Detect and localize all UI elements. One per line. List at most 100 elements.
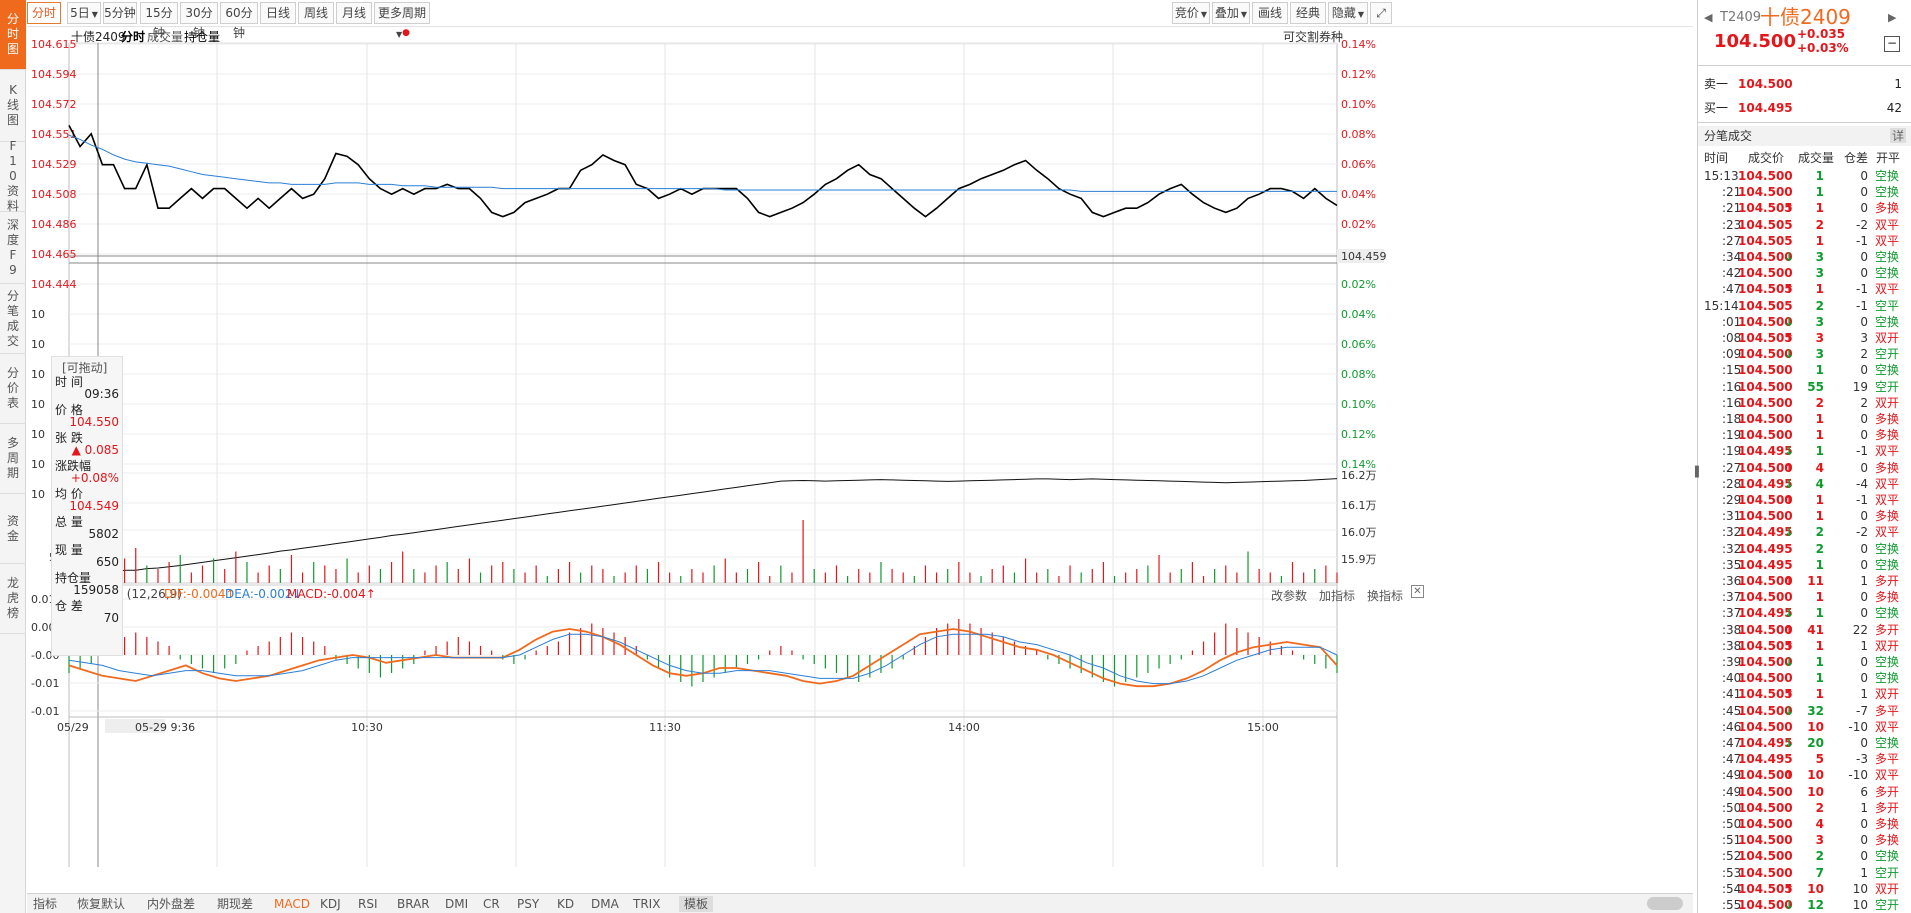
indicator-tab-label[interactable]: 指标	[33, 897, 58, 911]
pct-tick: 0.02%	[1341, 278, 1376, 291]
tick-price: 104.500	[1738, 784, 1793, 799]
tick-price: 104.500	[1738, 898, 1793, 912]
macd-add-indicator[interactable]: 加指标	[1319, 589, 1356, 603]
period-button-60min[interactable]: 60分钟	[220, 2, 258, 40]
quote-change: +0.035	[1797, 27, 1846, 41]
tick-row: :42 104.500 3 0 空换	[1698, 265, 1911, 281]
tick-volume: 2	[1815, 800, 1824, 815]
prev-symbol-icon[interactable]: ◀	[1704, 11, 1713, 24]
period-button-5min[interactable]: 5分钟	[103, 2, 137, 24]
indicator-tab-rsi[interactable]: RSI	[358, 897, 378, 911]
macd-change-params[interactable]: 改参数	[1271, 589, 1308, 603]
period-button-15min[interactable]: 15分钟	[140, 2, 178, 40]
period-button-intraday[interactable]: 分时	[27, 2, 61, 24]
left-nav-item-0[interactable]: 分时图	[0, 0, 26, 70]
price-tick: 104.551	[31, 128, 77, 141]
tick-row: :39 104.500 ↓ 1 0 空换	[1698, 654, 1911, 670]
toggle-switch[interactable]	[1647, 897, 1683, 910]
tick-time: :15	[1722, 363, 1742, 378]
left-nav-item-8[interactable]: 龙虎榜	[0, 564, 26, 634]
tick-type: 双开	[1875, 638, 1900, 653]
tick-row: :18 104.500 1 0 多换	[1698, 411, 1911, 427]
tick-price: 104.500	[1738, 768, 1793, 783]
tick-oi-diff: 0	[1860, 266, 1868, 281]
tick-time: :27	[1722, 460, 1742, 475]
tick-type: 空换	[1875, 541, 1900, 556]
left-nav-item-5[interactable]: 分价表	[0, 354, 26, 424]
indicator-tab-brar[interactable]: BRAR	[397, 897, 430, 911]
tick-type: 空换	[1875, 314, 1900, 329]
tick-volume: 1	[1815, 509, 1824, 524]
tick-row: :32 104.495 2 0 空换	[1698, 541, 1911, 557]
tick-time: :37	[1722, 590, 1742, 605]
tick-up-icon: ↑	[1784, 460, 1795, 475]
tab-intraday[interactable]: 分时	[121, 30, 146, 44]
period-button-week[interactable]: 周线	[298, 2, 334, 24]
tab-volume[interactable]: 成交量	[147, 30, 184, 44]
panel-toggle-icon[interactable]: ▐	[1691, 467, 1699, 478]
tick-time: :38	[1722, 622, 1742, 637]
expand-icon[interactable]: ⤢	[1370, 2, 1392, 24]
tick-down-icon: ↓	[1784, 655, 1795, 669]
price-tick: 104.615	[31, 38, 77, 51]
deliverable-bonds-link[interactable]: 可交割券种	[1283, 30, 1344, 44]
tab-open-interest[interactable]: 持仓量	[184, 30, 221, 44]
next-symbol-icon[interactable]: ▶	[1888, 11, 1897, 24]
indicator-tab-kd[interactable]: KD	[557, 897, 575, 911]
left-nav-item-3[interactable]: 深度F9	[0, 212, 26, 284]
left-nav-item-1[interactable]: K线图	[0, 70, 26, 142]
period-button-day[interactable]: 日线	[260, 2, 296, 24]
indicator-tab-template[interactable]: 模板	[679, 896, 714, 912]
classic-button[interactable]: 经典	[1290, 2, 1326, 24]
period-button-5day[interactable]: 5日 ▼	[67, 2, 101, 24]
macd-close-icon[interactable]: ✕	[1411, 585, 1424, 598]
left-nav-item-6[interactable]: 多周期	[0, 424, 26, 494]
tick-down-icon: ↓	[1784, 898, 1795, 912]
hide-button[interactable]: 隐藏 ▼	[1328, 2, 1368, 24]
ticks-detail-button[interactable]: 详	[1890, 128, 1906, 143]
left-nav-item-4[interactable]: 分笔成交	[0, 284, 26, 354]
chart-area[interactable]: 104.459 104.615 104.594 104.572 104.551 104.5…	[27, 27, 1693, 893]
indicator-tab-trix[interactable]: TRIX	[633, 897, 661, 911]
tick-volume: 1	[1815, 428, 1824, 443]
indicator-tab-dma[interactable]: DMA	[591, 897, 619, 911]
tooltip-change-pct: +0.08%	[70, 471, 119, 485]
overlay-button[interactable]: 叠加 ▼	[1212, 2, 1250, 24]
tooltip-price: 104.550	[69, 415, 119, 429]
tick-oi-diff: -7	[1856, 703, 1868, 718]
indicator-tab-psy[interactable]: PSY	[517, 897, 540, 911]
pct-tick: 0.06%	[1341, 338, 1376, 351]
indicator-tab-inout[interactable]: 内外盘差	[147, 897, 196, 911]
draw-button[interactable]: 画线	[1252, 2, 1288, 24]
indicator-tab-dmi[interactable]: DMI	[445, 897, 469, 911]
period-button-more[interactable]: 更多周期▼●	[374, 2, 430, 39]
left-nav-item-2[interactable]: F10资料	[0, 139, 26, 213]
period-button-30min[interactable]: 30分钟	[180, 2, 218, 40]
indicator-tab-cr[interactable]: CR	[483, 897, 500, 911]
tick-oi-diff: 0	[1860, 460, 1868, 475]
tick-type: 多换	[1875, 817, 1900, 831]
tick-price: 104.505	[1738, 638, 1793, 653]
indicator-tab-kdj[interactable]: KDJ	[320, 897, 341, 911]
collapse-icon[interactable]: −	[1884, 36, 1900, 52]
tick-oi-diff: 0	[1860, 736, 1868, 750]
tick-down-icon: ↓	[1784, 314, 1795, 329]
tick-row: :31 104.500 1 0 多换	[1698, 508, 1911, 524]
crosshair-tooltip[interactable]: [可拖动] 时 间 09:36 价 格 104.550 张 跌 ▲ 0.085 …	[51, 356, 123, 656]
tick-oi-diff: 1	[1860, 574, 1868, 588]
auction-button[interactable]: 竞价 ▼	[1172, 2, 1210, 24]
tick-type: 双开	[1875, 881, 1900, 896]
chart-canvas[interactable]: 104.459 104.615 104.594 104.572 104.551 104.5…	[27, 27, 1693, 893]
tick-down-icon: ↓	[1784, 250, 1795, 264]
tooltip-oi: 159058	[73, 583, 119, 597]
period-button-month[interactable]: 月线	[336, 2, 372, 24]
tick-oi-diff: -1	[1856, 298, 1868, 313]
tick-volume: 2	[1815, 525, 1824, 540]
indicator-tab-macd[interactable]: MACD	[274, 897, 310, 911]
tick-price: 104.495	[1738, 476, 1793, 491]
indicator-tab-basis[interactable]: 期现差	[217, 897, 254, 911]
macd-switch-indicator[interactable]: 换指标	[1367, 589, 1404, 603]
indicator-bar: 指标 恢复默认 内外盘差 期现差 MACD KDJ RSI BRAR DMI C…	[27, 893, 1693, 913]
left-nav-item-7[interactable]: 资金	[0, 494, 26, 564]
indicator-tab-reset[interactable]: 恢复默认	[77, 897, 126, 911]
